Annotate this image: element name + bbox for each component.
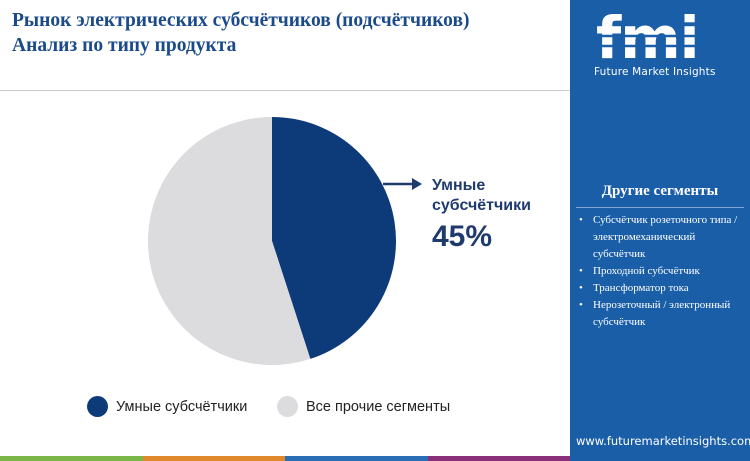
title-line-1: Рынок электрических субсчётчиков (подсчё… [12, 10, 470, 31]
callout: Умные субсчётчики 45% [432, 176, 572, 254]
segment-item: • Трансформатор тока [579, 282, 689, 294]
footer-bar-segment [285, 456, 428, 461]
title-line-2: Анализ по типу продукта [12, 35, 237, 56]
segments-divider [576, 207, 744, 208]
callout-label: Умные субсчётчики [432, 177, 531, 214]
fmi-logo: fmi [596, 8, 726, 66]
page-title: Рынок электрических субсчётчиков (подсчё… [12, 8, 567, 58]
callout-value: 45% [432, 220, 493, 253]
legend-label: Умные субсчётчики [116, 398, 248, 415]
pie-slice-smart-submeters [272, 117, 396, 359]
footer-bar-segment [0, 456, 143, 461]
segment-item: • Субсчётчик розеточного типа / электроме… [579, 214, 738, 260]
legend-label: Все прочие сегменты [306, 398, 451, 415]
legend-item-other: Все прочие сегменты [277, 396, 450, 417]
sidebar: fmi Future Market Insights Другие сегмен… [570, 0, 750, 461]
brand-name: Future Market Insights [594, 66, 716, 78]
footer-bar-segment [427, 456, 570, 461]
legend-swatch [277, 396, 298, 417]
segment-item: • Нерозеточный / электронный субсчётчик [579, 299, 731, 328]
segments-title: Другие сегменты [601, 183, 719, 199]
callout-arrow-head [412, 178, 422, 190]
segments-list: • Субсчётчик розеточного типа / электроме… [570, 212, 750, 331]
legend-swatch [87, 396, 108, 417]
segment-item: • Проходной субсчётчик [579, 265, 700, 277]
footer-color-bar [0, 456, 570, 461]
pie-slice-other-segments [147, 117, 311, 365]
website-url[interactable]: www.futuremarketinsights.com [576, 434, 750, 448]
legend-item-smart: Умные субсчётчики [87, 396, 247, 417]
pie-chart [147, 117, 422, 365]
title-divider [0, 90, 570, 91]
footer-bar-segment [142, 456, 285, 461]
